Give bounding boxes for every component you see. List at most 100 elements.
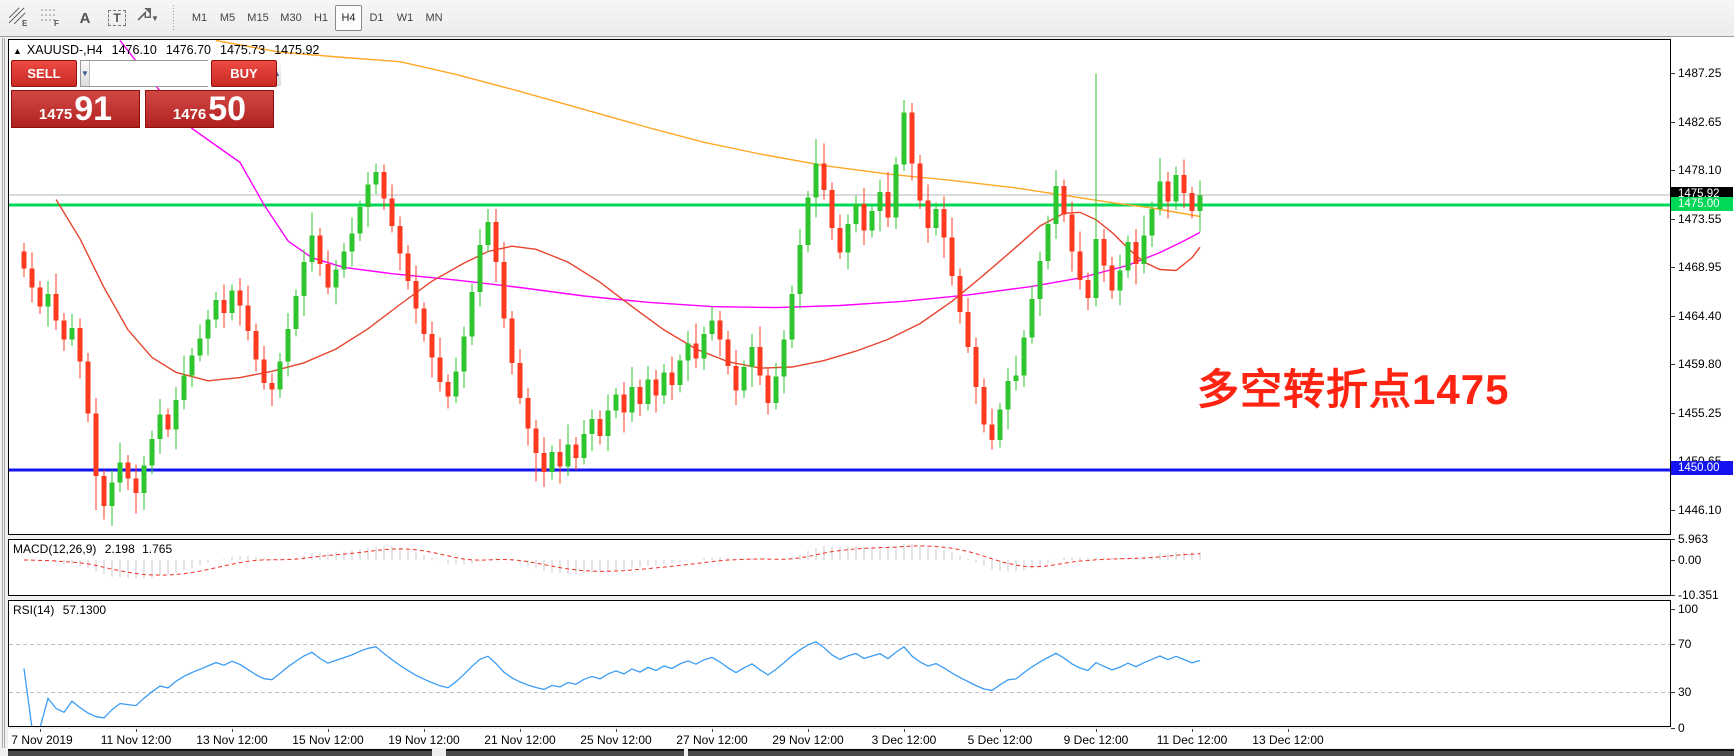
text-label-tool-icon[interactable]: A <box>70 4 100 32</box>
candle-down <box>381 171 387 199</box>
candle-up <box>149 439 155 466</box>
rsi-pane[interactable]: RSI(14) 57.1300 <box>8 600 1671 727</box>
quote-low: 1475.73 <box>220 43 266 57</box>
candle-up <box>141 465 147 494</box>
ma-fast-red[interactable] <box>55 199 1201 382</box>
grid-glyph: F <box>41 9 59 27</box>
candle-up <box>773 376 779 404</box>
price-axis[interactable]: 1487.25 1482.65 1478.10 1473.55 1468.95 1464.… <box>1671 37 1734 748</box>
candle-up <box>157 414 163 440</box>
rsi-line <box>23 641 1201 726</box>
candle-up <box>605 410 611 436</box>
candle-up <box>645 379 651 405</box>
candle-up <box>1117 270 1123 291</box>
time-tick <box>40 729 41 732</box>
sell-button[interactable]: SELL <box>11 60 77 87</box>
candle-up <box>805 197 811 246</box>
time-tick <box>1288 729 1289 732</box>
tab-timeframe-m5[interactable]: M5 <box>219 12 236 24</box>
candle-up <box>69 327 75 340</box>
candle-down <box>621 394 627 413</box>
candle-down <box>757 346 763 376</box>
text-box-tool-icon[interactable]: T <box>102 4 132 32</box>
candle-down <box>517 362 523 398</box>
ma-slow-orange[interactable] <box>215 40 1201 218</box>
background-window-edge <box>688 749 1734 756</box>
axis-tick <box>1671 413 1675 414</box>
candle-up <box>997 409 1003 441</box>
candle-up <box>469 291 475 337</box>
main-chart-canvas[interactable] <box>9 40 1670 534</box>
macd-value-main: 2.198 <box>104 542 135 556</box>
candle-up <box>661 372 667 396</box>
tab-timeframe-d1[interactable]: D1 <box>369 12 384 24</box>
candle-down <box>821 163 827 190</box>
candle-up <box>477 245 483 292</box>
candle-down <box>445 381 451 397</box>
tab-timeframe-w1[interactable]: W1 <box>396 12 414 24</box>
sell-price-small: 1475 <box>38 106 73 123</box>
background-window-edge <box>446 749 684 756</box>
candle-down <box>1109 265 1115 291</box>
axis-tick <box>1671 595 1675 596</box>
volume-decrease-button[interactable]: ▼ <box>81 61 90 86</box>
time-label: 21 Nov 12:00 <box>484 733 556 747</box>
arrows-tool-icon[interactable]: ▼ <box>134 4 174 32</box>
time-label: 25 Nov 12:00 <box>580 733 652 747</box>
candle-down <box>133 478 139 494</box>
candle-up <box>893 164 899 218</box>
candle-up <box>301 262 307 296</box>
buy-price-panel[interactable]: 1476 50 <box>145 90 274 128</box>
candle-up <box>581 433 587 459</box>
axis-tick <box>1671 539 1675 540</box>
tab-timeframe-h4[interactable]: H4 <box>335 5 362 31</box>
toolbar-grip[interactable] <box>172 5 176 31</box>
candle-down <box>1077 251 1083 281</box>
tab-timeframe-m1[interactable]: M1 <box>191 12 208 24</box>
tab-timeframe-h1[interactable]: H1 <box>313 12 329 24</box>
tab-timeframe-mn[interactable]: MN <box>425 12 443 24</box>
tab-timeframe-m30[interactable]: M30 <box>280 12 302 24</box>
candle-up <box>845 223 851 253</box>
sell-price-panel[interactable]: 1475 91 <box>11 90 140 128</box>
left-splitter[interactable] <box>2 38 5 749</box>
time-tick <box>136 729 137 732</box>
candle-up <box>109 482 115 506</box>
main-chart-pane[interactable]: ▲ XAUUSD-,H4 1476.10 1476.70 1475.73 1475.92 … <box>8 39 1671 535</box>
background-window-edge <box>8 749 432 756</box>
candle-down <box>669 372 675 386</box>
candle-down <box>1069 214 1075 252</box>
ma-mid-magenta[interactable] <box>119 40 1201 309</box>
candle-down <box>1165 181 1171 202</box>
rsi-value: 57.1300 <box>62 603 107 617</box>
chart-annotation-text[interactable]: 多空转折点1475 <box>1197 366 1510 413</box>
time-label: 7 Nov 2019 <box>11 733 73 747</box>
macd-pane[interactable]: MACD(12,26,9) 2.198 1.765 <box>8 539 1671 596</box>
time-axis[interactable]: 7 Nov 2019 11 Nov 12:00 13 Nov 12:00 15 Nov… <box>8 729 1671 748</box>
candle-down <box>1085 280 1091 299</box>
candle-up <box>853 203 859 224</box>
price-tick-label: 1473.55 <box>1678 212 1722 226</box>
buy-button[interactable]: BUY <box>211 60 277 87</box>
candle-up <box>1021 337 1027 376</box>
candle-up <box>797 245 803 294</box>
candle-down <box>21 251 27 269</box>
one-click-trade-panel: SELL ▼ ▲ BUY 1475 91 1476 50 <box>11 60 281 128</box>
candle-down <box>861 203 867 231</box>
candle-down <box>261 359 267 383</box>
dropdown-caret-icon[interactable]: ▼ <box>151 13 159 23</box>
candle-up <box>285 328 291 362</box>
time-tick <box>904 729 905 732</box>
candle-down <box>237 290 243 306</box>
macd-scale-label: 5.963 <box>1678 532 1709 546</box>
collapse-triangle-icon[interactable]: ▲ <box>13 46 22 56</box>
axis-tick <box>1671 73 1675 74</box>
candle-up <box>1157 181 1163 210</box>
candle-down <box>53 293 59 321</box>
candle-down <box>765 375 771 404</box>
tab-timeframe-m15[interactable]: M15 <box>247 12 269 24</box>
candle-up <box>349 233 355 252</box>
grid-tool-icon[interactable]: F <box>38 4 68 32</box>
candle-down <box>221 300 227 313</box>
hatch-lines-tool-icon[interactable]: E <box>6 4 36 32</box>
